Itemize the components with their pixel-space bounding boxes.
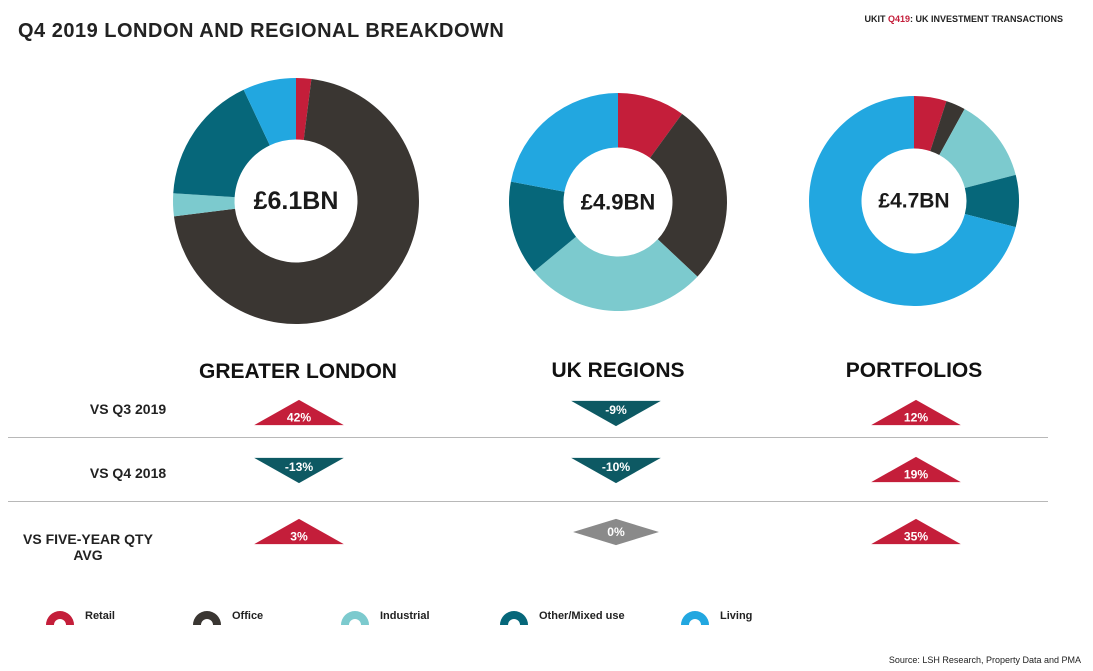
legend-item-industrial: Industrial — [340, 605, 430, 627]
legend-label: Office — [232, 610, 264, 622]
change-value: 19% — [904, 468, 928, 482]
legend-label: Industrial — [380, 610, 430, 622]
legend-swatch-living — [681, 611, 709, 625]
row-label-vs-q4-2018: VS Q4 2018 — [89, 465, 167, 481]
report-tag: UKIT Q419: UK INVESTMENT TRANSACTIONS — [864, 14, 1063, 24]
portfolios-slice-other — [964, 174, 1019, 228]
greater-london-slice-industrial — [173, 193, 235, 217]
legend-item-office: Office — [192, 605, 263, 627]
legend-label: Other/Mixed use — [539, 610, 625, 622]
report-tag-suffix: : UK INVESTMENT TRANSACTIONS — [910, 14, 1063, 24]
region-label-uk-regions: UK REGIONS — [551, 359, 685, 382]
row-divider — [8, 437, 1048, 438]
uk-regions-donut: £4.9BN — [509, 93, 727, 311]
greater-london-slice-office — [173, 78, 419, 324]
change-value: 12% — [904, 411, 928, 425]
report-tag-accent: Q419 — [887, 14, 910, 24]
source-note: Source: LSH Research, Property Data and … — [888, 655, 1081, 665]
greater-london-total-label: £6.1BN — [254, 187, 339, 215]
legend-swatch-other — [500, 611, 528, 625]
legend-item-other: Other/Mixed use — [499, 605, 625, 627]
greater-london-slice-living — [243, 78, 296, 146]
page-title: Q4 2019 LONDON AND REGIONAL BREAKDOWN — [18, 20, 505, 42]
legend-label: Retail — [85, 610, 115, 622]
report-tag-prefix: UKIT — [864, 14, 886, 24]
row-label-vs-q3-2019: VS Q3 2019 — [89, 401, 167, 417]
portfolios-slice-office — [930, 101, 965, 155]
uk-regions-slice-retail — [618, 93, 683, 158]
change-value: 35% — [904, 530, 928, 544]
change-indicator-up: 3% — [254, 518, 344, 545]
change-indicator-up: 19% — [871, 456, 961, 483]
portfolios-donut: £4.7BN — [809, 96, 1019, 306]
change-indicator-up: 12% — [871, 399, 961, 426]
greater-london-slice-retail — [296, 78, 312, 140]
region-label-greater-london: GREATER LONDON — [199, 360, 397, 383]
legend-swatch-office — [193, 611, 221, 625]
change-value: 42% — [287, 411, 311, 425]
change-indicator-flat: 0% — [573, 518, 659, 546]
greater-london-donut: £6.1BN — [173, 78, 419, 324]
portfolios-slice-industrial — [939, 108, 1016, 188]
portfolios-slice-retail — [914, 96, 947, 152]
uk-regions-slice-office — [650, 113, 727, 277]
legend-item-living: Living — [680, 605, 752, 627]
uk-regions-slice-industrial — [534, 236, 698, 311]
legend-swatch-industrial — [341, 611, 369, 625]
change-indicator-up: 35% — [871, 518, 961, 545]
change-value: -10% — [602, 460, 631, 474]
uk-regions-slice-living — [510, 93, 618, 192]
region-label-portfolios: PORTFOLIOS — [845, 359, 983, 382]
change-indicator-down: -10% — [571, 457, 661, 484]
change-value: -9% — [605, 403, 627, 417]
legend-label: Living — [720, 610, 753, 622]
row-divider — [8, 501, 1048, 502]
change-indicator-down: -9% — [571, 400, 661, 427]
change-indicator-down: -13% — [254, 457, 344, 484]
change-value: 3% — [290, 530, 308, 544]
greater-london-slice-other — [173, 89, 270, 198]
uk-regions-total-label: £4.9BN — [581, 190, 656, 215]
legend-swatch-retail — [46, 611, 74, 625]
portfolios-slice-living — [809, 96, 1016, 306]
uk-regions-slice-other — [509, 181, 577, 272]
change-indicator-up: 42% — [254, 399, 344, 426]
legend-item-retail: Retail — [45, 605, 115, 627]
change-value: -13% — [285, 460, 314, 474]
row-label-vs-five-year-avg: VS FIVE-YEAR QTY AVG — [23, 531, 153, 563]
portfolios-total-label: £4.7BN — [878, 190, 949, 213]
change-value: 0% — [607, 525, 625, 539]
